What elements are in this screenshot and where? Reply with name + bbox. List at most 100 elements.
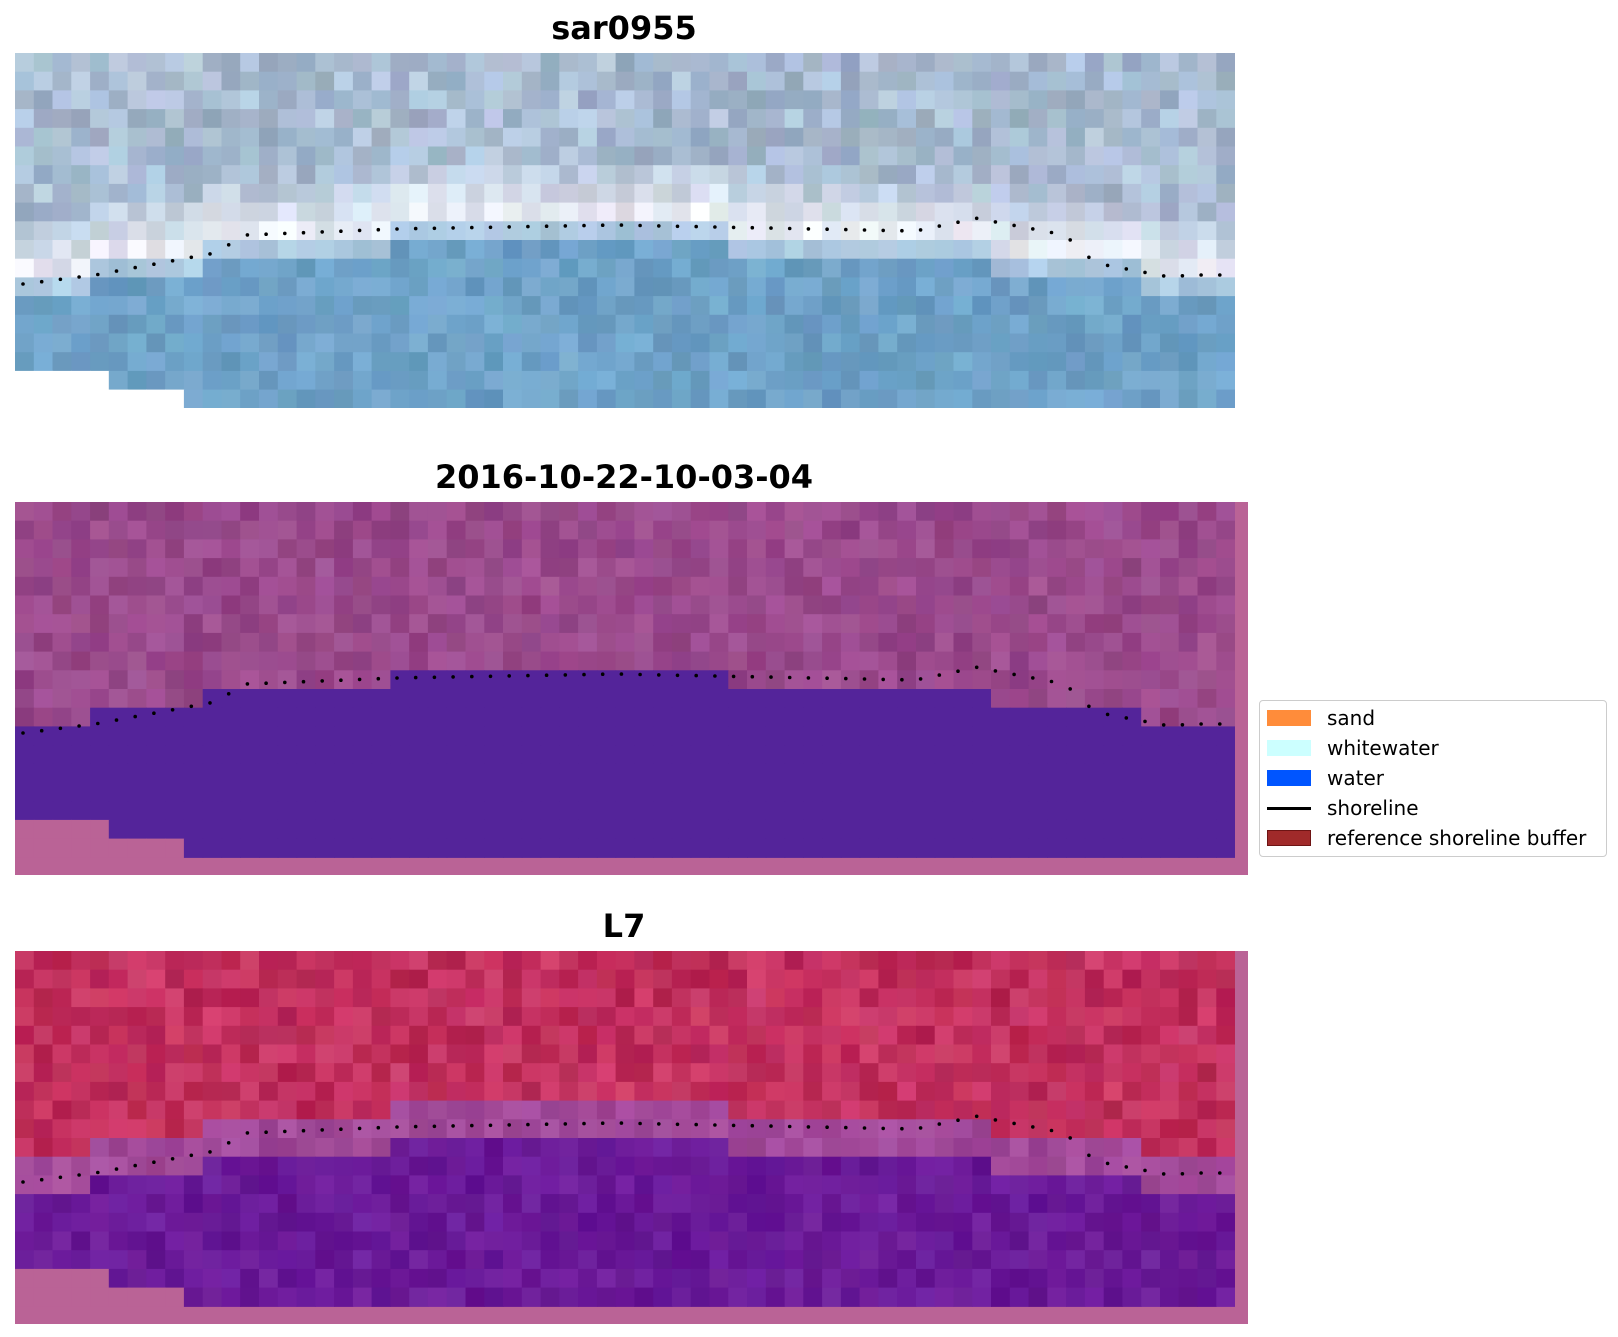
pixel-cell [1122,1081,1142,1102]
pixel-cell [578,689,598,709]
pixel-cell [578,819,598,840]
pixel-cell [1178,333,1199,353]
pixel-cell [165,389,185,408]
pixel-cell [578,595,598,615]
pixel-cell [315,670,335,690]
pixel-cell [108,1025,129,1046]
pixel-cell [390,1194,410,1214]
pixel-cell [296,969,316,989]
pixel-cell [90,726,110,746]
pixel-cell [390,1119,410,1139]
pixel-cell [259,1119,279,1139]
pixel-cell [202,333,223,353]
pixel-cell [897,969,917,989]
pixel-cell [747,670,767,690]
legend-label-sand: sand [1327,706,1376,730]
pixel-cell [446,1063,467,1083]
pixel-cell [540,53,560,73]
pixel-cell [1197,1138,1217,1158]
pixel-cell [972,951,992,971]
pixel-cell [916,389,936,408]
pixel-cell [240,183,260,204]
pixel-cell [202,632,223,653]
pixel-cell [15,389,35,408]
pixel-cell [1028,109,1048,129]
pixel-cell [822,221,842,241]
pixel-cell [991,763,1011,784]
pixel-cell [728,314,748,335]
pixel-cell [859,1250,879,1270]
pixel-cell [465,651,485,671]
shoreline-point [526,224,530,229]
shoreline-point [1105,712,1110,717]
pixel-cell [183,1287,204,1307]
pixel-cell [840,614,861,634]
pixel-cell [578,502,598,522]
pixel-cell [540,651,560,671]
shoreline-point [694,224,698,229]
pixel-cell [221,782,241,802]
pixel-cell [671,1212,692,1233]
pixel-cell [859,90,879,110]
pixel-cell [1216,165,1235,185]
pixel-cell [484,1007,504,1027]
pixel-cell [1160,183,1180,204]
pixel-cell [596,988,617,1008]
pixel-cell [334,1081,354,1102]
pixel-cell [334,221,354,241]
pixel-cell [653,988,673,1008]
pixel-cell [108,726,129,746]
pixel-cell [690,745,711,765]
pixel-cell [277,726,298,746]
pixel-cell [991,1287,1011,1307]
pixel-cell [127,969,147,989]
pixel-cell [15,595,35,615]
pixel-cell [521,707,542,727]
pixel-cell [972,1025,992,1046]
pixel-cell [15,632,35,653]
pixel-cell [221,595,241,615]
pixel-cell [784,333,804,353]
pixel-cell [108,502,129,522]
pixel-cell [259,389,279,408]
pixel-cell [1197,1025,1217,1046]
shoreline-point [1031,227,1035,231]
shoreline-point [1199,722,1203,726]
pixel-cell [859,1156,879,1176]
pixel-cell [465,558,485,578]
pixel-cell [221,370,241,391]
pixel-cell [1028,558,1048,578]
pixel-cell [840,1119,861,1139]
pixel-cell [71,1007,91,1027]
pixel-cell [972,1119,992,1139]
pixel-cell [615,1156,635,1176]
pixel-cell [859,951,879,971]
pixel-cell [671,183,692,204]
image-panel-classified [15,502,1248,875]
pixel-cell [578,763,598,784]
pixel-cell [991,745,1011,765]
pixel-cell [803,539,823,559]
pixel-cell [427,1081,448,1102]
pixel-cell [1047,1212,1067,1233]
pixel-cell [1216,277,1235,297]
pixel-cell [202,651,223,671]
pixel-cell [427,109,448,129]
pixel-cell [277,1287,298,1307]
pixel-cell [1122,1119,1142,1139]
pixel-cell [1197,502,1217,522]
pixel-cell [765,1100,786,1120]
pixel-cell [615,314,635,335]
pixel-cell [446,53,467,73]
pixel-cell [108,202,129,222]
pixel-cell [653,838,673,858]
pixel-cell [90,1007,110,1027]
pixel-cell [221,90,241,110]
pixel-cell [747,202,767,222]
pixel-cell [596,707,617,727]
pixel-cell [953,1119,973,1139]
pixel-cell [15,689,35,709]
pixel-cell [465,1194,485,1214]
pixel-cell [146,1250,166,1270]
pixel-cell [409,951,429,971]
